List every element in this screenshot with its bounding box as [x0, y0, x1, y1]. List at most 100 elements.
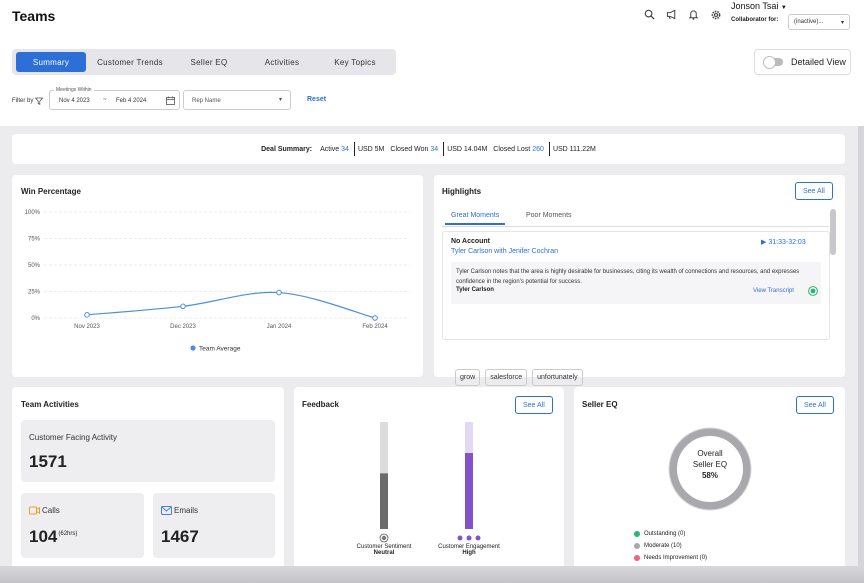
calls-hours: (62hrs) [58, 531, 78, 538]
customer-facing-value: 1571 [29, 452, 67, 471]
sentiment-value: Neutral [373, 550, 395, 556]
page-scrollbar[interactable] [858, 126, 864, 566]
closed-lost-count[interactable]: 260 [532, 145, 544, 153]
emails-value: 1467 [161, 527, 199, 546]
tab-great-moments[interactable]: Great Moments [444, 212, 506, 225]
closed-lost-label: Closed Lost [493, 145, 531, 153]
filter-by: Filter by [12, 97, 44, 105]
highlights-card: Highlights See All Great Moments Poor Mo… [434, 175, 845, 386]
divider [548, 142, 550, 156]
win-percentage-title: Win Percentage [21, 187, 81, 196]
keyword-chip[interactable]: salesforce [485, 369, 528, 386]
legend-dot [634, 555, 640, 561]
filter-label: Filter by [12, 98, 34, 104]
keyword-chips: grow salesforce unfortunately [455, 369, 583, 386]
reset-button[interactable]: Reset [307, 96, 327, 103]
keyword-chip[interactable]: unfortunately [532, 369, 583, 386]
collaborator-select[interactable]: (inactive)... ▾ [788, 14, 850, 30]
active-count[interactable]: 34 [341, 145, 349, 153]
tab-seller-eq[interactable]: Seller EQ [190, 57, 228, 67]
active-label: Active [320, 145, 340, 153]
active-value: USD 5M [357, 145, 385, 153]
y-tick-label: 75% [28, 237, 41, 243]
collaborator-label: Collaborator for: [731, 17, 779, 23]
calls-box: Calls 104(62hrs) [21, 493, 144, 558]
team-activities-title: Team Activities [21, 400, 79, 409]
gauge-value: 58% [701, 471, 718, 480]
feedback-bars [379, 422, 481, 543]
feedback-see-all-button[interactable]: See All [515, 396, 553, 414]
chevron-down-icon: ▾ [840, 20, 844, 26]
tab-customer-trends[interactable]: Customer Trends [97, 57, 163, 67]
moment-card: No Account Tyler Carlson with Jenifer Co… [442, 231, 830, 386]
date-from[interactable]: Nov 4 2023 [59, 98, 90, 104]
seller-eq-gauge-label: Overall Seller EQ 58% [665, 448, 755, 481]
closed-lost-value: USD 111.22M [552, 145, 596, 153]
megaphone-icon[interactable] [665, 8, 678, 21]
date-to[interactable]: Feb 4 2024 [116, 98, 147, 104]
divider [443, 142, 445, 156]
sentiment-bar-fill [380, 473, 388, 529]
data-point [84, 312, 90, 318]
y-tick-label: 25% [28, 290, 41, 296]
meetings-within-label: Meetings Within [54, 87, 94, 93]
moment-quote: Tyler Carlson notes that the area is hig… [451, 262, 821, 304]
play-icon: ▶ [761, 239, 767, 246]
engagement-dot-icon [475, 535, 481, 541]
page-title: Teams [12, 8, 56, 24]
emails-box: Emails 1467 [153, 493, 275, 558]
moment-time-range: 31:33-32:03 [768, 239, 806, 246]
search-icon[interactable] [643, 8, 656, 21]
detailed-view-toggle[interactable]: Detailed View [754, 49, 851, 75]
moment-play-button[interactable]: ▶ 31:33-32:03 [761, 238, 806, 246]
email-icon [161, 506, 172, 515]
deal-summary-card: Deal Summary: Active 34 USD 5M Closed Wo… [12, 134, 845, 164]
closed-won-label: Closed Won [390, 145, 429, 153]
legend-label: Team Average [199, 346, 241, 353]
top-header: Teams Jonson Tsai ▼ Collaborator for: (i… [0, 0, 864, 126]
user-menu[interactable]: Jonson Tsai ▼ [731, 1, 787, 11]
keyword-chip[interactable]: grow [455, 369, 481, 386]
sentiment-label: Customer Sentiment [356, 544, 412, 550]
engagement-dot-icon [457, 535, 463, 541]
engagement-label: Customer Engagement [438, 544, 500, 550]
rep-name-select[interactable]: Rep Name ▾ [183, 90, 291, 110]
highlights-see-all-button[interactable]: See All [795, 182, 833, 200]
tab-activities[interactable]: Activities [264, 57, 300, 67]
meetings-date-range[interactable]: Meetings Within Nov 4 2023 ~ Feb 4 2024 [49, 87, 180, 110]
tab-key-topics[interactable]: Key Topics [334, 57, 376, 67]
transcript-icon[interactable] [808, 286, 818, 296]
gear-icon[interactable] [709, 8, 722, 21]
highlights-scrollbar[interactable] [830, 209, 836, 255]
tab-poor-moments[interactable]: Poor Moments [526, 212, 572, 219]
calendar-icon[interactable] [166, 96, 175, 105]
y-tick-label: 100% [25, 210, 41, 216]
closed-won-count[interactable]: 34 [430, 145, 439, 153]
tab-summary[interactable]: Summary [16, 52, 86, 72]
neutral-face-icon-inner [381, 535, 387, 541]
legend-label: Needs Improvement (0) [644, 555, 708, 561]
emails-label: Emails [174, 506, 199, 515]
engagement-value: High [462, 550, 476, 556]
highlights-title: Highlights [442, 187, 482, 196]
video-call-icon [29, 506, 40, 515]
moment-speaker: Tyler Carlson [456, 287, 494, 293]
view-transcript-link[interactable]: View Transcript [753, 288, 794, 294]
win-percentage-chart: 100% 75% 50% 25% 0% Nov 2023 Dec 2023 Jan 2024 F… [25, 210, 410, 353]
legend-label: Outstanding (0) [644, 531, 686, 537]
calls-value: 104 [29, 527, 58, 546]
moment-participants[interactable]: Tyler Carlson with Jenifer Cochran [451, 248, 558, 255]
engagement-bar-fill [465, 453, 473, 529]
seller-eq-see-all-button[interactable]: See All [796, 396, 834, 414]
bell-icon[interactable] [687, 8, 700, 21]
series-line [86, 291, 376, 319]
gauge-line1: Overall [697, 449, 723, 458]
win-percentage-card: Win Percentage 100% 75% 50% 25% 0% Nov 2023 De… [12, 175, 423, 377]
x-tick-label: Nov 2023 [74, 324, 100, 330]
seller-eq-card: Seller EQ See All Overall Seller EQ 58% … [574, 387, 845, 577]
calls-value-wrap: 104(62hrs) [29, 527, 77, 547]
legend-dot [634, 543, 640, 549]
legend-item: Needs Improvement (0) [634, 552, 707, 564]
toggle-switch[interactable] [763, 56, 783, 69]
collaborator-value: (inactive)... [794, 19, 824, 25]
